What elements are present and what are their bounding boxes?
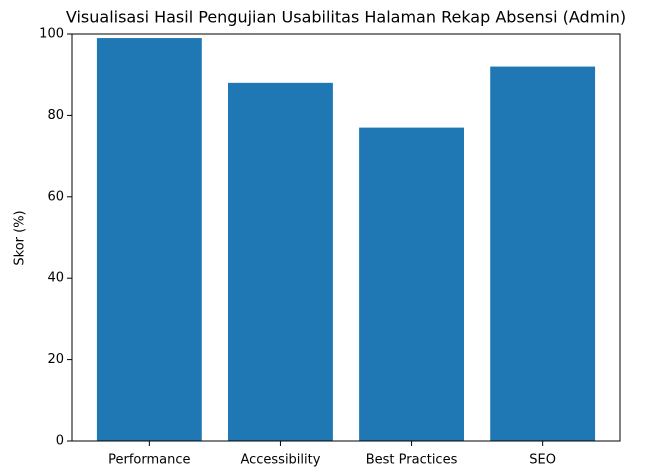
y-tick-label: 100 <box>39 27 64 42</box>
x-tick-label: SEO <box>529 453 556 468</box>
y-tick-label: 60 <box>47 189 64 204</box>
bar <box>490 66 596 441</box>
x-tick-label: Accessibility <box>240 453 320 468</box>
y-tick-label: 80 <box>47 108 64 123</box>
bar <box>96 38 202 441</box>
plot-frame <box>71 33 621 442</box>
y-tick-label: 0 <box>56 434 64 449</box>
y-tick-label: 20 <box>47 352 64 367</box>
bar <box>359 127 464 442</box>
x-tick-label: Best Practices <box>366 453 458 468</box>
y-axis-label: Skor (%) <box>13 210 28 265</box>
y-tick-label: 40 <box>47 271 64 286</box>
x-tick-label: Performance <box>108 453 190 468</box>
bar <box>228 82 333 441</box>
chart-title: Visualisasi Hasil Pengujian Usabilitas H… <box>66 8 626 27</box>
